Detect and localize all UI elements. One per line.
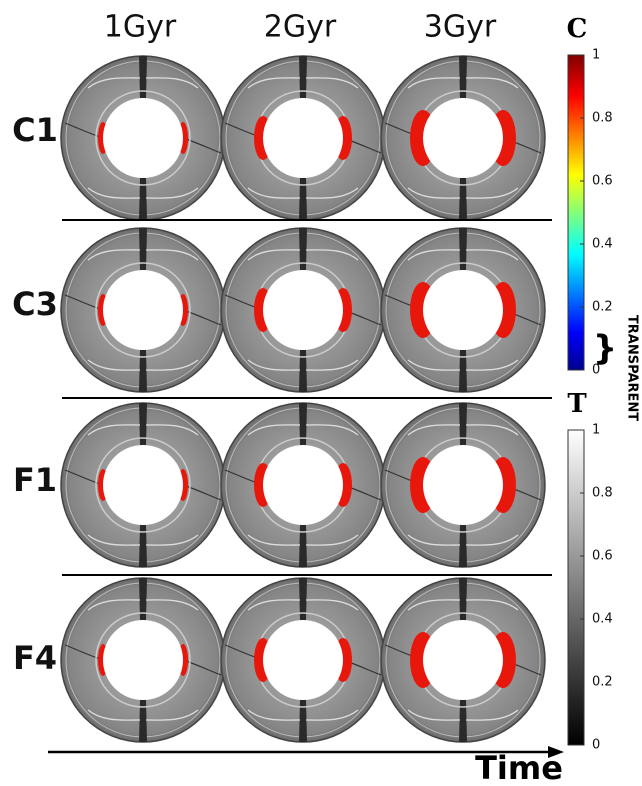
row-label: F4 xyxy=(13,639,57,677)
colorbar-title: C xyxy=(567,14,588,44)
transparent-label: TRANSPARENT xyxy=(625,315,640,421)
colorbar-tick-label: 0.4 xyxy=(592,237,613,252)
colorbar-tick-label: 0.6 xyxy=(592,174,613,189)
colorbar-title: T xyxy=(567,389,587,419)
colorbar-tick-label: 1 xyxy=(592,48,600,63)
colorbar-tick-label: 0.2 xyxy=(592,300,613,315)
row-label: F1 xyxy=(13,461,57,499)
colorbar-tick-label: 0 xyxy=(592,363,600,378)
arrow-head xyxy=(548,746,564,758)
column-label: 1Gyr xyxy=(104,10,177,45)
colorbar-tick-label: 0 xyxy=(592,738,600,753)
colorbar-tick-label: 0.8 xyxy=(592,111,613,126)
colorbar-tick-label: 0.6 xyxy=(592,549,613,564)
time-label: Time xyxy=(475,749,563,786)
brace: } xyxy=(593,329,617,369)
colorbar-tick-label: 0.2 xyxy=(592,675,613,690)
colorbar-t xyxy=(567,429,585,746)
row-label: C3 xyxy=(12,285,58,323)
row-separators xyxy=(62,219,552,576)
row-label: C1 xyxy=(12,111,58,149)
colorbar-tick-label: 0.8 xyxy=(592,486,613,501)
column-label: 3Gyr xyxy=(424,10,497,45)
colorbar-tick-label: 1 xyxy=(592,423,600,438)
colorbar-c xyxy=(567,54,585,371)
colorbar-tick-label: 0.4 xyxy=(592,612,613,627)
column-label: 2Gyr xyxy=(264,10,337,45)
